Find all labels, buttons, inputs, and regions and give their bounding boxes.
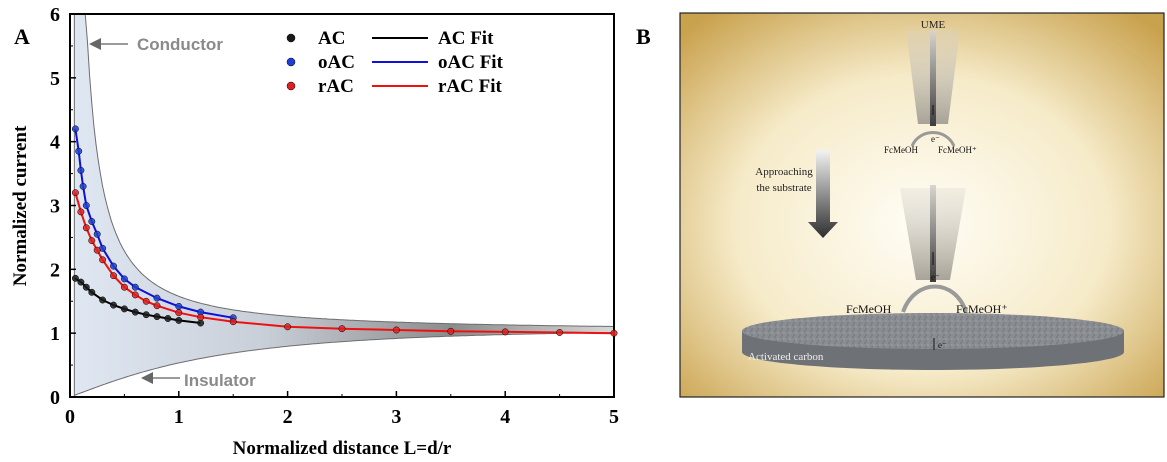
data-point-rAC	[110, 272, 117, 280]
redox-cycle-bottom	[901, 284, 968, 313]
insulator-annotation: Insulator	[184, 371, 256, 390]
legend-label-oAC: oAC	[318, 52, 355, 73]
data-point-rAC	[229, 318, 237, 326]
data-point-rAC	[447, 327, 455, 335]
data-point-rAC	[501, 328, 509, 336]
data-point-AC	[164, 315, 172, 322]
data-point-oAC	[120, 275, 128, 283]
y-tick-label: 2	[50, 259, 60, 281]
data-point-rAC	[88, 237, 96, 245]
species-top-left: FcMeOH	[884, 145, 918, 155]
data-point-rAC	[392, 326, 400, 334]
legend-fit-label-oAC: oAC Fit	[438, 52, 504, 73]
data-point-AC	[120, 305, 128, 313]
x-tick-label: 1	[174, 406, 184, 428]
data-point-rAC	[99, 256, 107, 264]
x-tick-label: 0	[65, 406, 75, 428]
electron-label-bottom: e⁻	[931, 272, 940, 282]
data-point-AC	[131, 308, 139, 316]
ume-wire-top	[930, 30, 936, 126]
y-tick-label: 5	[50, 68, 60, 90]
data-point-rAC	[153, 302, 161, 310]
y-tick-label: 6	[50, 4, 60, 26]
panel-a-label: A	[14, 24, 30, 49]
legend: AC AC Fit oAC oAC Fit rAC rAC Fit	[286, 28, 504, 97]
data-point-rAC	[120, 283, 128, 291]
legend-marker-rAC	[286, 81, 296, 91]
data-point-rAC	[142, 297, 150, 305]
y-tick-label: 1	[50, 323, 60, 345]
x-tick-label: 4	[500, 406, 510, 428]
electron-label-top: e⁻	[931, 134, 940, 144]
data-point-oAC	[93, 230, 101, 238]
x-axis-title: Normalized distance L=d/r	[233, 438, 452, 459]
data-point-rAC	[556, 329, 564, 336]
axis-ticks: 0 1 2 3 4 5 0 1 2 3 4 5 6	[50, 4, 619, 428]
data-point-rAC	[82, 224, 90, 232]
ume-wire-bottom	[930, 185, 936, 282]
data-point-AC	[175, 316, 183, 324]
data-point-rAC	[131, 291, 139, 299]
data-point-AC	[197, 319, 205, 327]
data-markers	[71, 125, 618, 337]
data-point-oAC	[153, 294, 161, 302]
legend-fit-label-rAC: rAC Fit	[438, 76, 503, 97]
data-point-oAC	[79, 182, 87, 190]
species-bottom-right: FcMeOH⁺	[956, 302, 1008, 316]
redox-cycle-top	[910, 131, 956, 147]
data-point-AC	[99, 296, 107, 304]
conductor-annotation: Conductor	[137, 35, 223, 54]
secm-schematic: UME e⁻ FcMeOH FcMeOH⁺ Approaching the su…	[679, 12, 1165, 398]
data-point-AC	[88, 288, 96, 296]
y-tick-label: 3	[50, 196, 60, 218]
approach-text-2: the substrate	[756, 182, 811, 194]
annotations: Conductor Insulator	[89, 35, 256, 390]
data-point-rAC	[93, 246, 101, 254]
approach-curve-chart: 0 1 2 3 4 5 0 1 2 3 4 5 6 Conductor Insulator AC AC F…	[10, 4, 619, 459]
data-point-oAC	[82, 202, 90, 209]
legend-marker-AC	[286, 33, 296, 43]
data-point-rAC	[175, 309, 183, 317]
ume-label: UME	[921, 19, 946, 31]
data-point-oAC	[88, 218, 96, 225]
data-point-rAC	[610, 329, 618, 337]
legend-label-rAC: rAC	[318, 76, 354, 97]
x-tick-label: 3	[391, 406, 401, 428]
legend-fit-label-AC: AC Fit	[438, 28, 494, 49]
species-top-right: FcMeOH⁺	[938, 145, 977, 155]
data-point-AC	[142, 311, 150, 319]
y-tick-label: 0	[50, 387, 60, 409]
y-axis-title: Normalized current	[10, 125, 31, 286]
data-point-AC	[82, 283, 90, 291]
substrate-label: Activated carbon	[748, 351, 824, 363]
data-point-oAC	[175, 302, 183, 310]
y-tick-label: 4	[50, 132, 60, 154]
legend-marker-oAC	[286, 57, 296, 67]
legend-label-AC: AC	[318, 28, 345, 49]
approach-text-1: Approaching	[755, 166, 813, 178]
x-tick-label: 2	[283, 406, 293, 428]
data-point-rAC	[77, 208, 85, 216]
data-point-AC	[153, 313, 161, 321]
x-tick-label: 5	[609, 406, 619, 428]
data-point-AC	[71, 274, 79, 282]
data-point-oAC	[71, 125, 79, 133]
data-point-AC	[110, 301, 117, 309]
data-point-rAC	[197, 313, 205, 321]
data-point-rAC	[284, 323, 292, 331]
species-bottom-left: FcMeOH	[846, 302, 892, 316]
data-point-AC	[77, 278, 85, 286]
data-point-oAC	[110, 262, 117, 270]
data-point-oAC	[75, 147, 83, 155]
data-point-rAC	[71, 189, 79, 197]
data-point-rAC	[338, 325, 346, 333]
data-point-oAC	[131, 283, 139, 291]
approach-arrow	[808, 150, 838, 238]
data-point-oAC	[77, 166, 85, 174]
electron-label-substrate: e⁻	[938, 340, 947, 350]
panel-b-label: B	[636, 24, 651, 49]
activated-carbon-substrate	[742, 313, 1124, 349]
